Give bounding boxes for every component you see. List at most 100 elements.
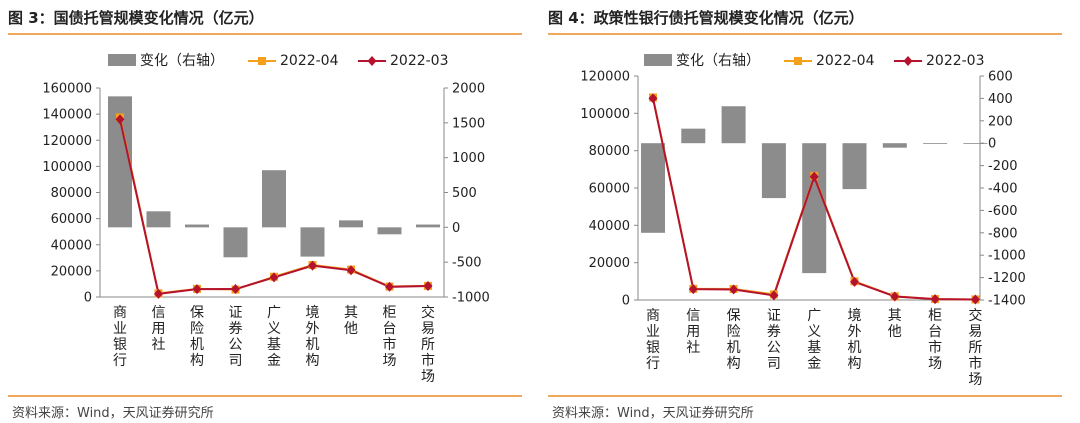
point-2022-03 [115, 114, 125, 125]
category-label-char: 机 [848, 340, 862, 356]
figure-title: 图 4：政策性银行债托管规模变化情况（亿元） [548, 9, 864, 27]
y-tick-label-left: 100000 [42, 160, 92, 175]
category-label-char: 台 [383, 321, 397, 337]
point-2022-03 [423, 281, 433, 292]
category-label-char: 券 [767, 324, 781, 340]
bar [963, 143, 988, 144]
title-rule [8, 33, 522, 35]
y-tick-label-right: -500 [452, 256, 482, 271]
category-label-char: 外 [306, 321, 320, 337]
category-label-char: 境 [306, 305, 320, 321]
category-label-char: 易 [968, 324, 982, 340]
y-tick-label-left: 0 [84, 291, 92, 306]
chart-panel-right: 图 4：政策性银行债托管规模变化情况（亿元） 0 20000 40000 60000 8… [548, 0, 1072, 423]
category-label-char: 证 [229, 305, 243, 321]
category-label-char: 构 [190, 353, 204, 369]
legend-label: 2022-04 [816, 53, 875, 69]
point-2022-03 [269, 272, 279, 283]
legend-label: 2022-04 [280, 53, 339, 69]
bar [842, 143, 867, 190]
y-tick-label-left: 140000 [42, 108, 92, 123]
category-label-char: 他 [888, 324, 902, 340]
category-label-char: 银 [113, 337, 127, 353]
category-label-char: 险 [190, 321, 204, 337]
category-label-char: 保 [727, 308, 741, 324]
y-tick-label-right: 0 [988, 137, 996, 152]
bar [923, 143, 948, 144]
category-label-char: 基 [267, 336, 281, 353]
y-tick-label-right: 400 [988, 92, 1013, 107]
y-tick-label-left: 40000 [51, 238, 92, 253]
source-rule [548, 395, 1062, 397]
category-label-char: 保 [190, 305, 204, 321]
y-tick-label-left: 80000 [589, 144, 630, 159]
point-2022-03 [729, 284, 739, 295]
bar [761, 143, 786, 199]
bar [223, 227, 248, 258]
category-label-char: 构 [306, 353, 320, 369]
chart-panel-left: 图 3：国债托管规模变化情况（亿元） 0 20000 40000 60000 80000… [8, 0, 532, 423]
category-label-char: 交 [968, 307, 982, 324]
category-label-char: 柜 [928, 308, 942, 324]
y-tick-label-right: -600 [988, 204, 1018, 219]
category-label-char: 市 [383, 336, 397, 353]
source-note: 资料来源：Wind，天风证券研究所 [552, 406, 754, 421]
category-label-char: 场 [383, 353, 397, 369]
y-tick-label-right: -1200 [988, 271, 1026, 286]
category-label-char: 社 [152, 337, 166, 353]
y-tick-label-left: 80000 [51, 186, 92, 201]
y-tick-label-left: 60000 [51, 212, 92, 227]
legend-swatch-bar [644, 54, 672, 66]
category-label-char: 公 [767, 340, 781, 356]
source-rule [8, 395, 522, 397]
bar [416, 224, 440, 228]
category-label-char: 险 [727, 324, 741, 340]
bar [882, 143, 907, 148]
y-tick-label-right: 2000 [452, 82, 485, 97]
legend-swatch-bar [108, 54, 136, 66]
legend-marker-2022-04 [258, 57, 266, 65]
y-tick-label-right: 200 [988, 114, 1013, 129]
category-label-char: 其 [344, 305, 358, 321]
point-2022-03 [890, 291, 900, 302]
point-2022-03 [688, 284, 698, 295]
point-2022-03 [930, 294, 940, 305]
point-2022-03 [769, 290, 779, 301]
category-label-char: 商 [113, 305, 127, 321]
bar [802, 143, 827, 274]
legend-marker-2022-04 [794, 57, 802, 65]
y-tick-label-left: 20000 [51, 264, 92, 279]
legend-marker-2022-03 [903, 56, 913, 66]
category-label-char: 司 [229, 353, 243, 369]
category-label-char: 业 [113, 321, 127, 337]
category-label-char: 他 [344, 321, 358, 337]
point-2022-03 [385, 281, 394, 292]
category-label-char: 行 [113, 353, 127, 369]
bar [300, 227, 325, 257]
category-label-char: 场 [968, 372, 982, 388]
y-tick-label-left: 0 [622, 294, 630, 309]
legend-marker-2022-03 [367, 56, 377, 66]
y-tick-label-left: 20000 [589, 256, 630, 271]
category-label-char: 义 [807, 324, 821, 340]
category-label-char: 用 [686, 324, 700, 340]
category-label-char: 金 [807, 356, 821, 372]
y-tick-label-right: 500 [452, 186, 477, 201]
bar [641, 143, 665, 233]
category-label-char: 柜 [383, 305, 397, 321]
category-label-char: 场 [928, 356, 942, 372]
category-label-char: 义 [267, 321, 281, 337]
category-label-char: 机 [306, 337, 320, 353]
legend-label: 变化（右轴） [140, 53, 224, 69]
point-2022-03 [154, 288, 163, 299]
y-tick-label-right: 600 [988, 70, 1013, 85]
legend-label: 2022-03 [926, 53, 985, 69]
y-tick-label-right: -1000 [452, 291, 490, 306]
category-label-char: 行 [646, 356, 660, 372]
bar [185, 224, 209, 228]
chart-svg: 0200004000060000800001000001200001400001… [42, 53, 490, 385]
category-label-char: 构 [848, 356, 862, 372]
bar [146, 211, 171, 228]
title-rule [548, 33, 1062, 35]
category-label-char: 市 [421, 352, 435, 369]
